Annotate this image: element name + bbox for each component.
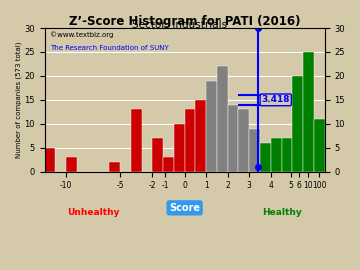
Bar — [249, 129, 260, 172]
Text: The Research Foundation of SUNY: The Research Foundation of SUNY — [50, 45, 169, 51]
Bar — [282, 138, 292, 172]
Bar — [109, 162, 120, 172]
Text: ©www.textbiz.org: ©www.textbiz.org — [50, 31, 114, 38]
Bar — [303, 52, 314, 172]
Bar — [45, 148, 55, 172]
Text: Sector: Industrials: Sector: Industrials — [132, 20, 228, 30]
Bar — [195, 100, 206, 172]
Text: Healthy: Healthy — [262, 208, 301, 217]
Bar — [206, 81, 217, 172]
Y-axis label: Number of companies (573 total): Number of companies (573 total) — [15, 42, 22, 158]
Bar — [238, 109, 249, 172]
Bar — [292, 76, 303, 172]
Title: Z’-Score Histogram for PATI (2016): Z’-Score Histogram for PATI (2016) — [69, 15, 300, 28]
Text: Unhealthy: Unhealthy — [67, 208, 120, 217]
Bar — [131, 109, 141, 172]
Bar — [185, 109, 195, 172]
Bar — [163, 157, 174, 172]
Bar — [271, 138, 282, 172]
Text: 3.418: 3.418 — [261, 95, 290, 104]
Bar — [217, 66, 228, 172]
Bar — [66, 157, 77, 172]
Bar — [260, 143, 271, 172]
Bar — [174, 124, 185, 172]
Bar — [314, 119, 325, 172]
Text: Score: Score — [169, 203, 200, 213]
Bar — [152, 138, 163, 172]
Bar — [228, 105, 238, 172]
